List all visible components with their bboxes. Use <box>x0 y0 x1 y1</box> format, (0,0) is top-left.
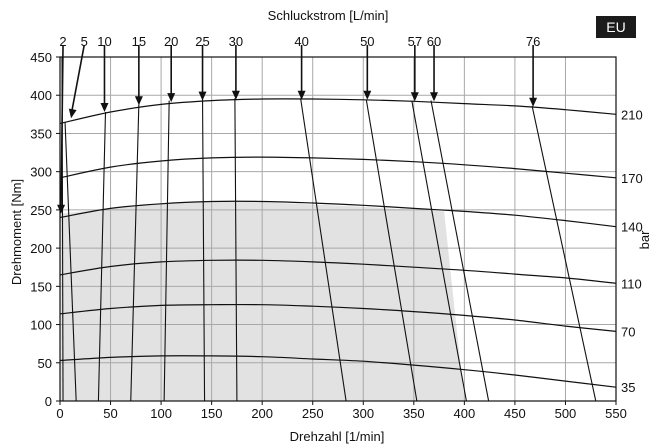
flow-label-50: 50 <box>360 34 374 49</box>
pressure-label-170: 170 <box>621 171 643 186</box>
pressure-label-35: 35 <box>621 380 635 395</box>
top-axis-title: Schluckstrom [L/min] <box>268 8 389 23</box>
flow-label-15: 15 <box>132 34 146 49</box>
flow-line-5 <box>64 121 77 402</box>
pressure-label-140: 140 <box>621 220 643 235</box>
plot-frame <box>59 56 617 402</box>
right-axis-title: bar <box>637 230 652 249</box>
flow-arrow-5 <box>70 44 86 116</box>
x-tick-label: 0 <box>56 406 63 421</box>
flow-label-2: 2 <box>59 34 66 49</box>
flow-arrow-2 <box>60 44 64 211</box>
flow-line-10 <box>97 112 107 402</box>
flow-arrowhead-76 <box>529 97 538 107</box>
flow-arrowhead-30 <box>231 90 240 100</box>
flow-label-60: 60 <box>427 34 441 49</box>
y-tick-label: 0 <box>45 394 52 409</box>
flow-arrowhead-15 <box>134 96 143 106</box>
x-tick-label: 550 <box>605 406 627 421</box>
flow-arrowhead-20 <box>167 93 176 103</box>
flow-label-30: 30 <box>229 34 243 49</box>
pressure-label-70: 70 <box>621 324 635 339</box>
flow-arrowhead-25 <box>198 91 207 101</box>
x-axis-title: Drehzahl [1/min] <box>290 429 385 444</box>
region-badge: EU <box>596 16 636 38</box>
flow-line-25 <box>201 99 206 402</box>
pressure-curve-140bar <box>59 200 617 228</box>
y-tick-label: 250 <box>30 203 52 218</box>
flow-label-40: 40 <box>294 34 308 49</box>
flow-line-15 <box>130 104 140 402</box>
y-tick-label: 400 <box>30 88 52 103</box>
flow-line-30 <box>234 98 238 402</box>
x-tick-label: 100 <box>150 406 172 421</box>
y-tick-label: 100 <box>30 318 52 333</box>
pressure-curve-210bar <box>59 98 617 125</box>
flow-label-20: 20 <box>164 34 178 49</box>
flow-arrowhead-2 <box>57 204 66 214</box>
y-tick-label: 150 <box>30 279 52 294</box>
flow-arrowhead-5 <box>68 108 77 119</box>
flow-label-5: 5 <box>81 34 88 49</box>
pressure-curve-70bar <box>59 303 617 332</box>
flow-label-57: 57 <box>408 34 422 49</box>
y-axis-title: Drehmoment [Nm] <box>9 179 24 285</box>
flow-arrowhead-57 <box>410 92 419 102</box>
pressure-label-110: 110 <box>621 276 642 291</box>
y-tick-label: 50 <box>38 356 52 371</box>
flow-label-25: 25 <box>195 34 209 49</box>
pressure-curve-35bar <box>59 355 617 388</box>
flow-arrowhead-40 <box>297 90 306 100</box>
x-tick-label: 500 <box>555 406 577 421</box>
flow-label-10: 10 <box>97 34 111 49</box>
x-tick-label: 450 <box>504 406 526 421</box>
x-tick-label: 400 <box>454 406 476 421</box>
flow-line-76 <box>531 105 597 402</box>
flow-line-40 <box>300 98 347 402</box>
x-tick-label: 200 <box>251 406 273 421</box>
x-tick-label: 250 <box>302 406 324 421</box>
flow-arrowhead-50 <box>363 90 372 100</box>
pressure-label-210: 210 <box>621 107 643 122</box>
x-tick-label: 350 <box>403 406 425 421</box>
flow-label-76: 76 <box>526 34 540 49</box>
x-tick-label: 50 <box>103 406 117 421</box>
flow-line-60 <box>430 100 490 402</box>
flow-line-20 <box>163 100 170 402</box>
flow-arrowhead-10 <box>100 103 109 112</box>
pressure-curve-110bar <box>59 259 617 284</box>
pressure-curve-170bar <box>59 156 617 179</box>
y-tick-label: 450 <box>30 50 52 65</box>
y-tick-label: 200 <box>30 241 52 256</box>
flow-arrowhead-60 <box>430 92 438 102</box>
x-tick-label: 300 <box>352 406 374 421</box>
y-tick-label: 300 <box>30 165 52 180</box>
flow-line-57 <box>411 100 467 402</box>
x-tick-label: 150 <box>201 406 223 421</box>
y-tick-label: 350 <box>30 126 52 141</box>
flow-line-50 <box>365 99 418 402</box>
